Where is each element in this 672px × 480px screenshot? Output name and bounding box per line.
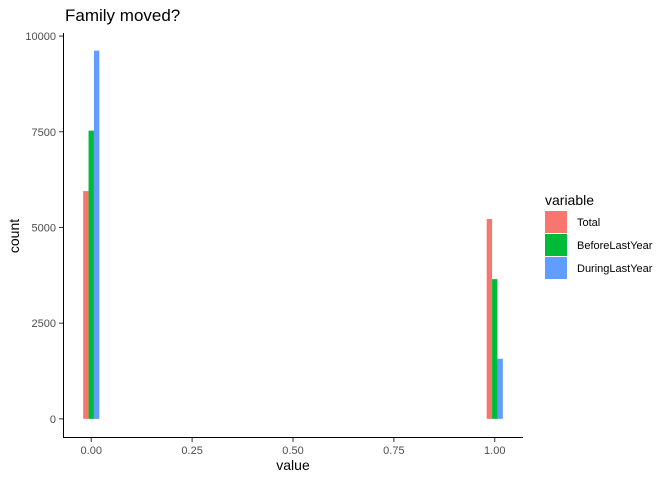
y-tick-label: 2500: [32, 318, 56, 330]
x-tick-label: 0.00: [81, 445, 102, 457]
x-tick-label: 0.75: [383, 445, 404, 457]
legend-swatch-duringlastyear: [545, 257, 567, 279]
y-tick-label: 10000: [25, 31, 56, 43]
legend-swatch-total: [545, 211, 567, 233]
legend-label-duringlastyear: DuringLastYear: [577, 263, 653, 275]
x-axis-title: value: [276, 457, 310, 473]
y-axis-title: count: [6, 219, 22, 253]
chart-title: Family moved?: [65, 6, 180, 25]
x-tick-label: 1.00: [484, 445, 505, 457]
bar-beforelastyear-1-00: [492, 279, 498, 419]
y-tick-label: 5000: [32, 222, 56, 234]
legend: variable Total BeforeLastYear DuringLastYe…: [545, 192, 653, 279]
y-tick-label: 0: [50, 414, 56, 426]
bar-total-0-00: [83, 191, 89, 419]
legend-title: variable: [545, 192, 594, 208]
bar-duringlastyear-0-00: [93, 50, 100, 419]
legend-swatch-beforelastyear: [545, 234, 567, 256]
legend-label-total: Total: [577, 217, 600, 229]
bars-layer: [83, 50, 503, 419]
x-tick-label: 0.25: [181, 445, 202, 457]
bar-total-1-00: [486, 219, 493, 419]
y-tick-label: 7500: [32, 127, 56, 139]
x-tick-label: 0.50: [282, 445, 303, 457]
bar-beforelastyear-0-00: [88, 130, 94, 419]
x-axis-ticks: 0.00 0.25 0.50 0.75 1.00: [81, 438, 505, 457]
y-axis-ticks: 0 2500 5000 7500 10000: [25, 31, 63, 426]
legend-label-beforelastyear: BeforeLastYear: [577, 240, 653, 252]
bar-duringlastyear-1-00: [497, 358, 503, 419]
